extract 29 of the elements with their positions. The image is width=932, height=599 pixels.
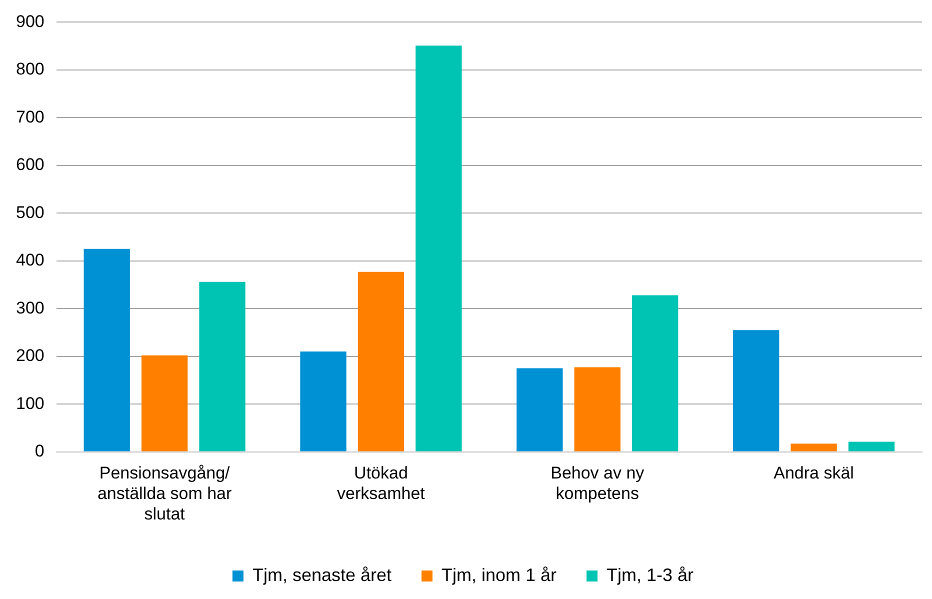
y-tick-label: 600 bbox=[16, 155, 44, 174]
y-tick-label: 400 bbox=[16, 250, 44, 270]
bar bbox=[848, 442, 895, 452]
bar bbox=[84, 248, 130, 452]
y-tick-label: 200 bbox=[16, 346, 44, 366]
y-tick-label: 700 bbox=[16, 107, 44, 126]
y-tick-label: 300 bbox=[16, 298, 44, 318]
x-tick-label: Behov av ny kompetens bbox=[550, 464, 645, 504]
bar bbox=[733, 330, 780, 452]
y-tick-label: 100 bbox=[16, 394, 44, 413]
bar bbox=[141, 355, 188, 452]
bar bbox=[300, 352, 346, 452]
bar bbox=[574, 367, 620, 452]
x-tick-label: Utökad verksamhet bbox=[337, 464, 426, 504]
x-tick-label: Andra skäl bbox=[774, 464, 854, 483]
bar bbox=[790, 444, 837, 452]
x-tick-label: Pensionsavgång/ anställda som har slutat bbox=[97, 464, 232, 524]
legend-label: Tjm, senaste året bbox=[252, 564, 392, 585]
bar bbox=[199, 282, 246, 452]
bar bbox=[632, 295, 678, 452]
y-tick-label: 0 bbox=[34, 441, 44, 460]
bar bbox=[516, 368, 563, 452]
bar bbox=[416, 46, 462, 452]
legend-label: Tjm, 1-3 år bbox=[606, 564, 694, 585]
bar bbox=[358, 272, 404, 452]
legend-label: Tjm, inom 1 år bbox=[442, 564, 557, 585]
y-tick-label: 500 bbox=[16, 202, 44, 222]
y-tick-label: 900 bbox=[16, 12, 44, 31]
y-tick-label: 800 bbox=[16, 60, 44, 79]
